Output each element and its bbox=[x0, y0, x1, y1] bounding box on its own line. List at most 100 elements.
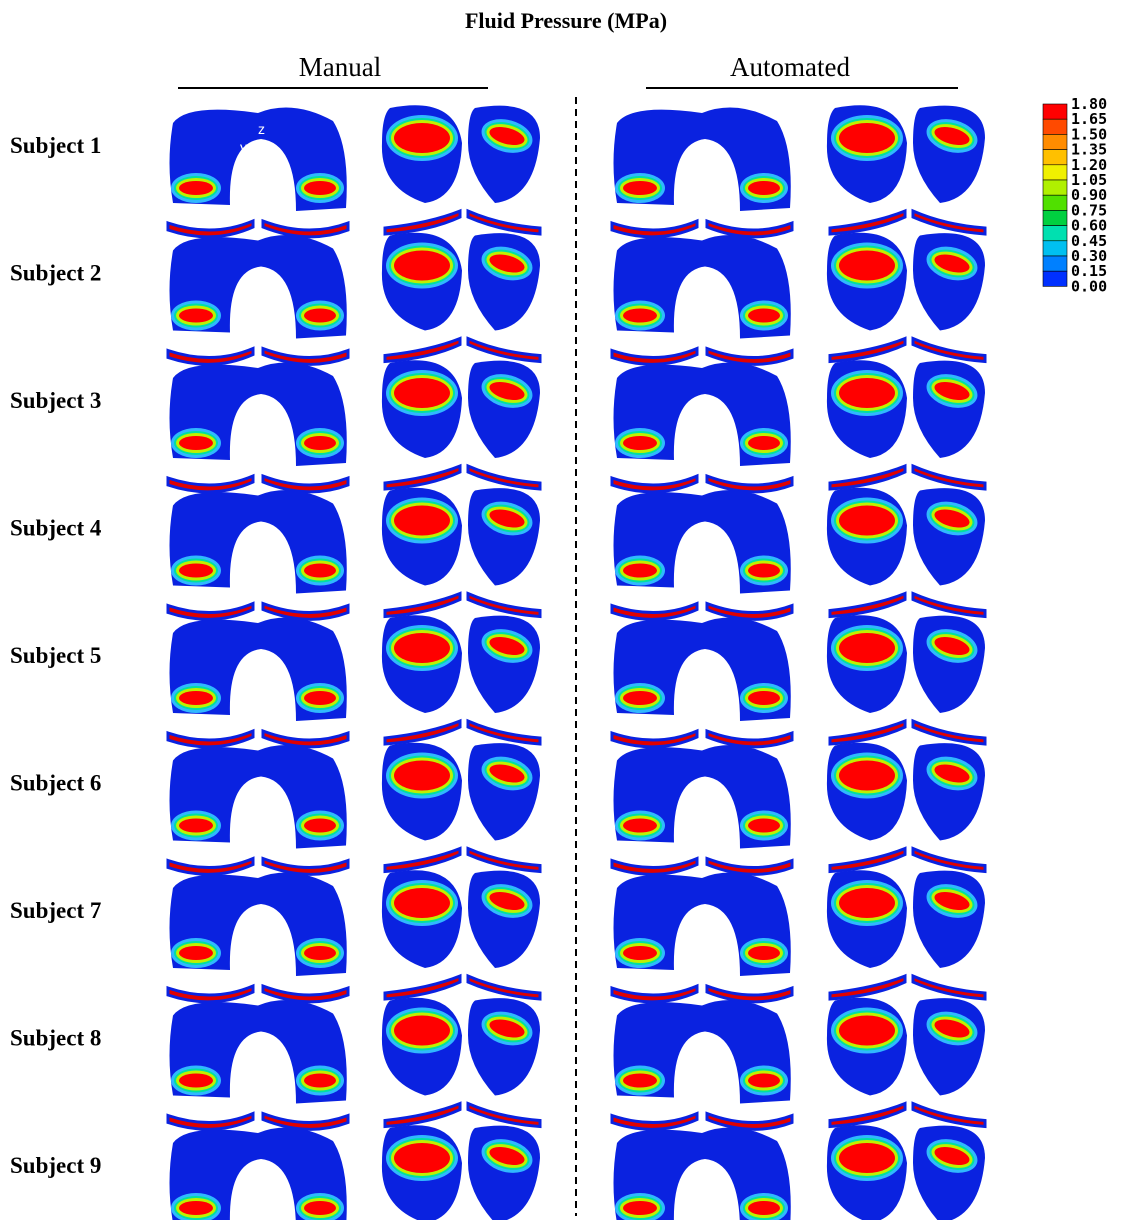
column-header: Manual bbox=[299, 52, 381, 82]
meniscus bbox=[168, 221, 253, 237]
pressure-zone bbox=[394, 761, 450, 791]
pressure-zone bbox=[394, 1143, 450, 1173]
subject-row: Subject 9 bbox=[10, 1125, 985, 1220]
pressure-zone bbox=[839, 888, 895, 918]
pressure-zone bbox=[179, 819, 213, 833]
pressure-zone bbox=[304, 309, 336, 323]
subject-row: Subject 6 bbox=[10, 743, 985, 875]
pressure-zone bbox=[394, 251, 450, 281]
meniscus bbox=[612, 349, 697, 365]
meniscus bbox=[707, 731, 792, 747]
meniscus bbox=[707, 476, 792, 492]
meniscus bbox=[612, 731, 697, 747]
meniscus bbox=[830, 721, 905, 744]
meniscus bbox=[830, 1104, 905, 1127]
pressure-zone bbox=[748, 691, 780, 705]
meniscus bbox=[168, 349, 253, 365]
subject-label: Subject 1 bbox=[10, 133, 101, 158]
pressure-zone bbox=[623, 1201, 657, 1215]
meniscus bbox=[385, 339, 460, 362]
pressure-zone bbox=[304, 1074, 336, 1088]
subject-row: Subject 4 bbox=[10, 488, 985, 620]
pressure-zone bbox=[839, 251, 895, 281]
pressure-zone bbox=[748, 1201, 780, 1215]
pressure-zone bbox=[304, 946, 336, 960]
meniscus bbox=[385, 466, 460, 489]
pressure-zone bbox=[179, 309, 213, 323]
pressure-zone bbox=[623, 181, 657, 195]
meniscus bbox=[830, 976, 905, 999]
meniscus bbox=[707, 1114, 792, 1130]
meniscus bbox=[612, 986, 697, 1002]
axis-letter: z bbox=[258, 121, 265, 137]
pressure-zone bbox=[839, 123, 895, 153]
pressure-zone bbox=[748, 564, 780, 578]
axis-letter: y bbox=[240, 139, 247, 155]
colorbar-swatch bbox=[1043, 256, 1067, 271]
colorbar-swatch bbox=[1043, 226, 1067, 241]
pressure-zone bbox=[839, 633, 895, 663]
colorbar-swatch bbox=[1043, 195, 1067, 210]
colorbar-swatch bbox=[1043, 165, 1067, 180]
meniscus bbox=[707, 221, 792, 237]
meniscus bbox=[913, 339, 985, 362]
colorbar-swatch bbox=[1043, 104, 1067, 119]
pressure-zone bbox=[304, 564, 336, 578]
meniscus bbox=[830, 849, 905, 872]
subject-label: Subject 9 bbox=[10, 1153, 101, 1178]
meniscus bbox=[263, 604, 348, 620]
meniscus bbox=[612, 604, 697, 620]
subject-row: Subject 7 bbox=[10, 870, 985, 1002]
pressure-zone bbox=[623, 309, 657, 323]
axis-letter: x bbox=[266, 177, 273, 193]
figure-title: Fluid Pressure (MPa) bbox=[465, 8, 667, 33]
subject-row: Subject 2 bbox=[10, 233, 985, 365]
meniscus bbox=[468, 976, 540, 999]
pressure-zone bbox=[748, 1074, 780, 1088]
meniscus bbox=[830, 339, 905, 362]
meniscus bbox=[263, 1114, 348, 1130]
colorbar-swatch bbox=[1043, 241, 1067, 256]
meniscus bbox=[707, 349, 792, 365]
pressure-zone bbox=[304, 819, 336, 833]
colorbar-label: 0.00 bbox=[1071, 277, 1107, 295]
meniscus bbox=[468, 849, 540, 872]
meniscus bbox=[612, 1114, 697, 1130]
meniscus bbox=[612, 859, 697, 875]
pressure-zone bbox=[394, 1016, 450, 1046]
meniscus bbox=[263, 859, 348, 875]
colorbar-swatch bbox=[1043, 119, 1067, 134]
meniscus bbox=[913, 466, 985, 489]
meniscus bbox=[830, 466, 905, 489]
axis-letter: y bbox=[238, 187, 245, 203]
meniscus bbox=[830, 211, 905, 234]
meniscus bbox=[913, 721, 985, 744]
meniscus bbox=[468, 721, 540, 744]
pressure-zone bbox=[623, 691, 657, 705]
pressure-zone bbox=[623, 436, 657, 450]
colorbar-swatch bbox=[1043, 134, 1067, 149]
meniscus bbox=[263, 731, 348, 747]
meniscus bbox=[263, 221, 348, 237]
pressure-zone bbox=[179, 1201, 213, 1215]
colorbar-swatch bbox=[1043, 210, 1067, 225]
subject-label: Subject 2 bbox=[10, 261, 101, 286]
meniscus bbox=[830, 594, 905, 617]
subject-row: Subject 1 bbox=[10, 105, 985, 237]
pressure-zone bbox=[623, 564, 657, 578]
meniscus bbox=[707, 859, 792, 875]
meniscus bbox=[913, 594, 985, 617]
pressure-zone bbox=[304, 1201, 336, 1215]
pressure-zone bbox=[748, 946, 780, 960]
pressure-zone bbox=[839, 506, 895, 536]
meniscus bbox=[385, 849, 460, 872]
pressure-zone bbox=[748, 181, 780, 195]
meniscus bbox=[263, 986, 348, 1002]
pressure-zone bbox=[394, 378, 450, 408]
subject-label: Subject 8 bbox=[10, 1026, 101, 1051]
subject-label: Subject 3 bbox=[10, 388, 101, 413]
meniscus bbox=[468, 339, 540, 362]
figure: Fluid Pressure (MPa) Manual Automated Su… bbox=[0, 0, 1131, 1220]
pressure-zone bbox=[748, 309, 780, 323]
meniscus bbox=[468, 211, 540, 234]
